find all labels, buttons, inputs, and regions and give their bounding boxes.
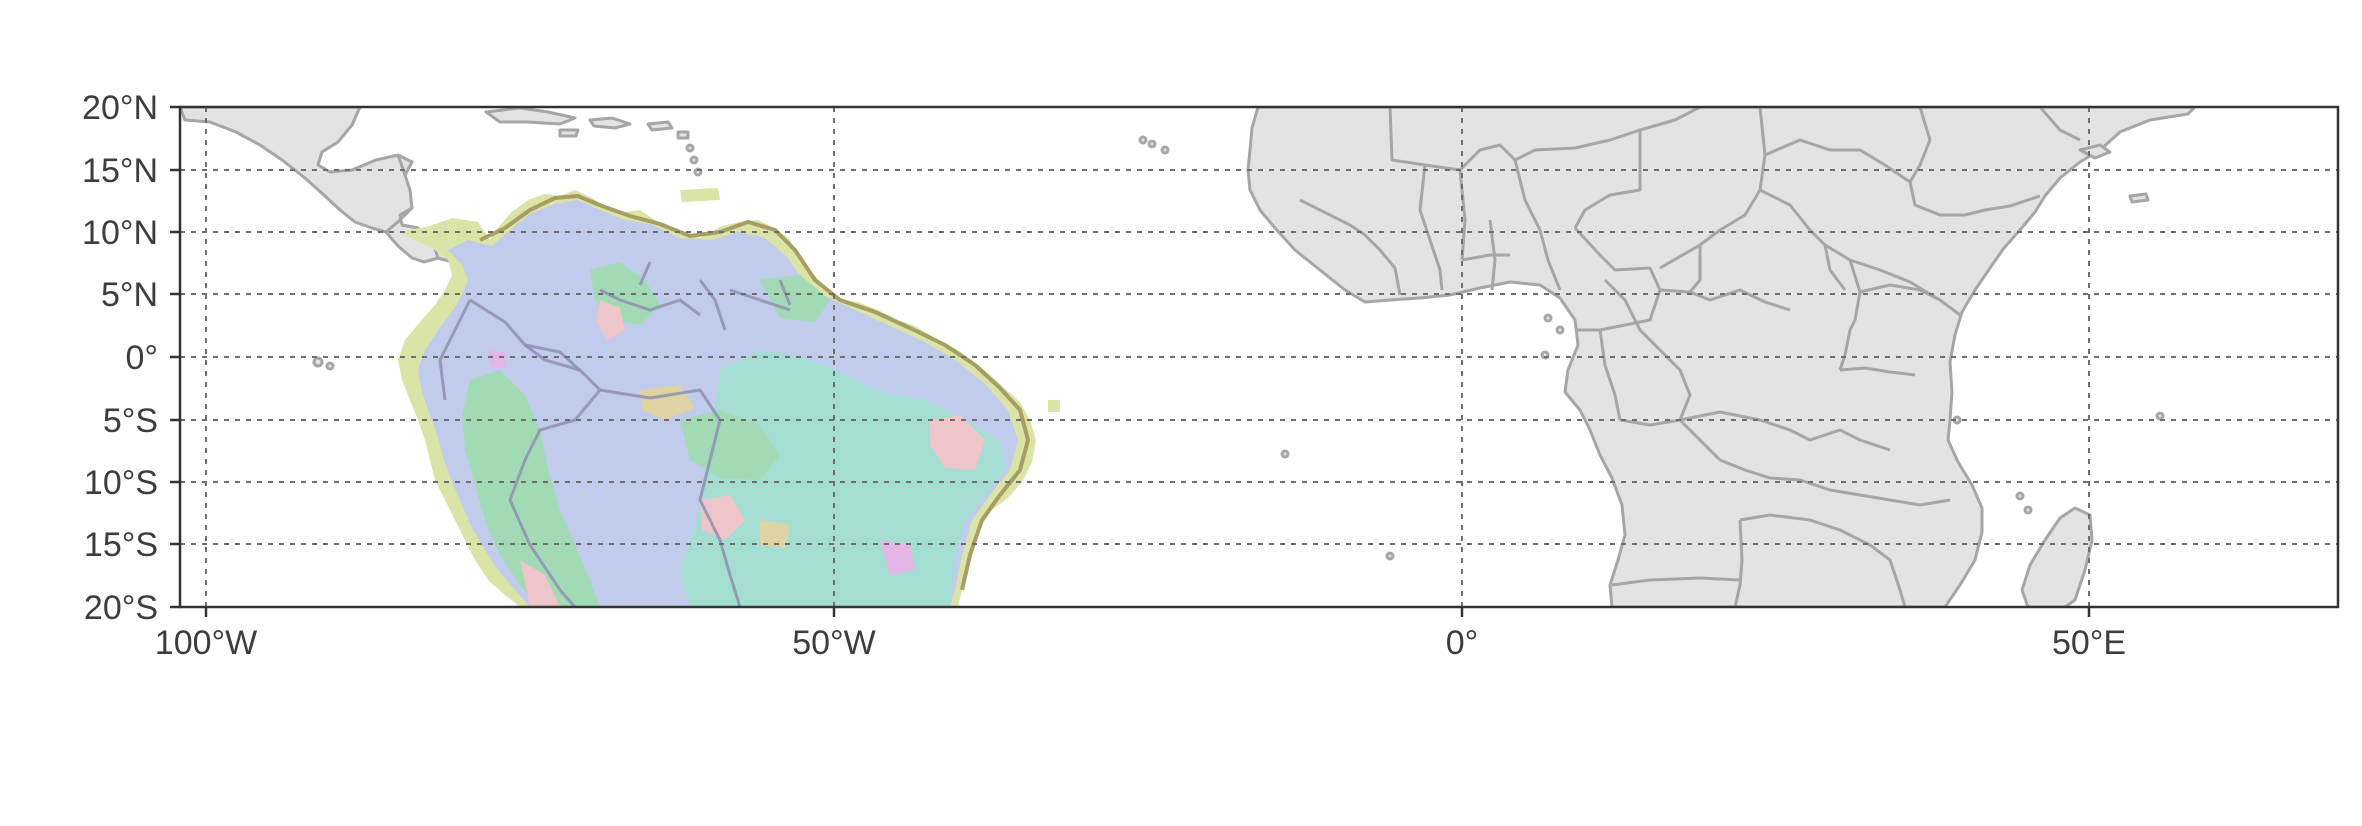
y-axis: 20°N 15°N 10°N 5°N 0° 5°S 10°S 15°S 20°S (82, 89, 180, 627)
y-tick-label-10S: 10°S (84, 464, 158, 502)
raster-tan-b (760, 520, 790, 548)
y-tick-label-0: 0° (125, 339, 158, 377)
x-tick-label-50W: 50°W (792, 624, 876, 662)
x-tick-label-0: 0° (1446, 624, 1479, 662)
map-panel (180, 107, 2338, 607)
y-tick-label-5S: 5°S (103, 402, 158, 440)
raster-green-central (680, 410, 780, 480)
africa-borders (1299, 107, 2081, 607)
x-tick-label-50E: 50°E (2052, 624, 2126, 662)
y-tick-label-10N: 10°N (82, 214, 158, 252)
raster-island (1048, 400, 1060, 412)
y-tick-label-5N: 5°N (101, 276, 158, 314)
y-tick-label-20N: 20°N (82, 89, 158, 127)
raster-magenta-a (880, 540, 915, 575)
central-america-landmass (180, 107, 703, 371)
raster-caribbean-edge (680, 188, 720, 202)
raster-pink-b (930, 415, 985, 470)
graticule (180, 107, 2338, 607)
raster-green-east (760, 275, 830, 322)
raster-green-west (462, 370, 600, 607)
x-axis: 100°W 50°W 0° 50°E (155, 607, 2126, 662)
raster-pink-c (700, 495, 745, 540)
sa-coastline (479, 193, 1031, 591)
raster-pink-d (520, 560, 560, 607)
y-tick-label-15N: 15°N (82, 152, 158, 190)
y-tick-label-20S: 20°S (84, 589, 158, 627)
y-tick-label-15S: 15°S (84, 526, 158, 564)
x-tick-label-100W: 100°W (155, 624, 257, 662)
raster-magenta-b (490, 350, 505, 368)
raster-pink-a (596, 300, 625, 340)
